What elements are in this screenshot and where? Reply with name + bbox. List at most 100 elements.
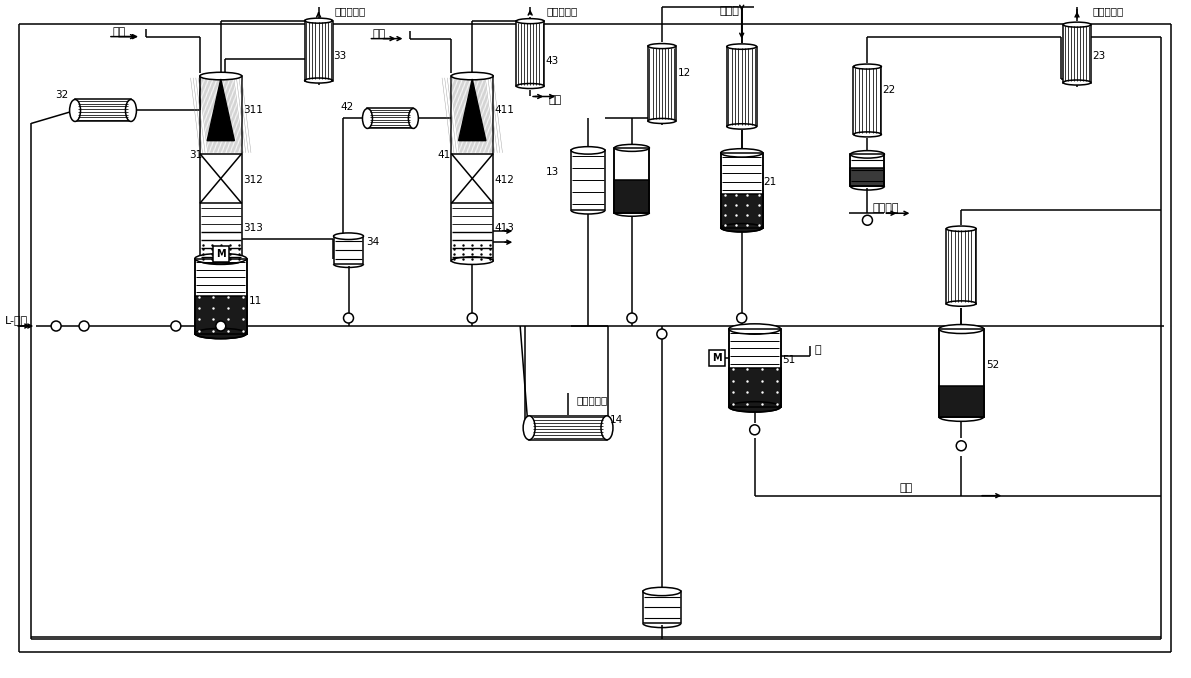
Bar xyxy=(643,591,681,623)
Ellipse shape xyxy=(523,416,535,440)
Ellipse shape xyxy=(947,301,977,306)
Bar xyxy=(305,20,332,81)
Ellipse shape xyxy=(729,324,780,334)
Text: 12: 12 xyxy=(678,68,691,77)
Text: 去真空系统: 去真空系统 xyxy=(547,5,578,16)
Text: 51: 51 xyxy=(782,355,796,365)
Text: 312: 312 xyxy=(243,175,262,185)
Text: 52: 52 xyxy=(986,360,999,370)
Ellipse shape xyxy=(570,146,605,154)
Circle shape xyxy=(862,215,873,225)
Bar xyxy=(648,46,675,121)
Ellipse shape xyxy=(1064,22,1091,27)
Text: M: M xyxy=(712,353,722,363)
Text: 23: 23 xyxy=(1092,51,1105,60)
Ellipse shape xyxy=(854,64,881,69)
Bar xyxy=(200,76,242,260)
Text: 311: 311 xyxy=(243,105,262,115)
Text: 13: 13 xyxy=(547,167,560,178)
Circle shape xyxy=(79,321,89,331)
Circle shape xyxy=(170,321,181,331)
Bar xyxy=(195,259,247,334)
Ellipse shape xyxy=(195,254,247,264)
Ellipse shape xyxy=(947,226,977,231)
Ellipse shape xyxy=(516,18,544,24)
Bar xyxy=(615,148,649,213)
Ellipse shape xyxy=(721,148,762,157)
Bar xyxy=(947,228,977,304)
Circle shape xyxy=(956,441,966,451)
Ellipse shape xyxy=(333,233,363,239)
Ellipse shape xyxy=(850,151,885,158)
Circle shape xyxy=(343,313,354,323)
Circle shape xyxy=(626,313,637,323)
Text: 43: 43 xyxy=(545,56,559,66)
Ellipse shape xyxy=(69,100,81,121)
Circle shape xyxy=(51,321,61,331)
Bar xyxy=(75,100,131,121)
Polygon shape xyxy=(207,79,235,140)
Ellipse shape xyxy=(195,328,247,339)
Bar xyxy=(516,21,544,86)
Circle shape xyxy=(657,329,667,339)
Text: 去真空系统: 去真空系统 xyxy=(576,395,607,405)
Bar xyxy=(729,329,780,407)
Bar xyxy=(333,236,363,264)
Bar xyxy=(615,180,649,213)
Circle shape xyxy=(737,313,747,323)
Text: 41: 41 xyxy=(437,151,450,161)
Bar xyxy=(368,108,413,128)
Text: 水: 水 xyxy=(815,345,821,355)
Bar xyxy=(729,368,780,407)
Bar xyxy=(939,386,984,417)
Bar xyxy=(195,296,247,334)
Bar xyxy=(1064,24,1091,83)
Ellipse shape xyxy=(200,73,242,80)
Text: M: M xyxy=(216,250,225,259)
Ellipse shape xyxy=(727,124,756,129)
Text: 313: 313 xyxy=(243,223,262,233)
Ellipse shape xyxy=(451,73,493,80)
Ellipse shape xyxy=(1064,80,1091,85)
Text: 催化剂: 催化剂 xyxy=(719,5,740,16)
Bar xyxy=(850,155,885,186)
Text: 氮气: 氮气 xyxy=(373,28,386,39)
Polygon shape xyxy=(459,79,486,140)
Ellipse shape xyxy=(409,108,418,128)
Bar xyxy=(854,66,881,134)
Bar xyxy=(451,76,493,260)
Ellipse shape xyxy=(648,43,675,49)
Bar xyxy=(939,329,984,417)
Bar xyxy=(213,246,229,262)
Bar xyxy=(615,148,649,213)
Ellipse shape xyxy=(305,78,332,83)
Bar xyxy=(850,155,885,186)
Ellipse shape xyxy=(451,257,493,264)
Text: 21: 21 xyxy=(763,178,777,187)
Ellipse shape xyxy=(727,44,756,49)
Text: 外排: 外排 xyxy=(899,483,912,493)
Bar xyxy=(727,47,756,126)
Text: 11: 11 xyxy=(249,296,262,306)
Text: 32: 32 xyxy=(55,90,68,100)
Ellipse shape xyxy=(721,224,762,232)
Text: 412: 412 xyxy=(494,175,515,185)
Text: 411: 411 xyxy=(494,105,515,115)
Circle shape xyxy=(467,313,478,323)
Bar xyxy=(850,168,885,186)
Ellipse shape xyxy=(648,119,675,123)
Circle shape xyxy=(749,425,760,435)
Bar xyxy=(721,153,762,228)
Ellipse shape xyxy=(516,83,544,89)
Ellipse shape xyxy=(601,416,613,440)
Bar xyxy=(729,329,780,407)
Bar xyxy=(570,151,605,210)
Text: 氮气: 氮气 xyxy=(113,26,126,37)
Text: 14: 14 xyxy=(610,415,623,425)
Text: 粗丙交酯: 粗丙交酯 xyxy=(873,203,899,214)
Text: 42: 42 xyxy=(341,102,354,113)
Ellipse shape xyxy=(200,257,242,264)
Text: 33: 33 xyxy=(333,51,347,60)
Ellipse shape xyxy=(854,132,881,137)
Text: 34: 34 xyxy=(367,237,380,247)
